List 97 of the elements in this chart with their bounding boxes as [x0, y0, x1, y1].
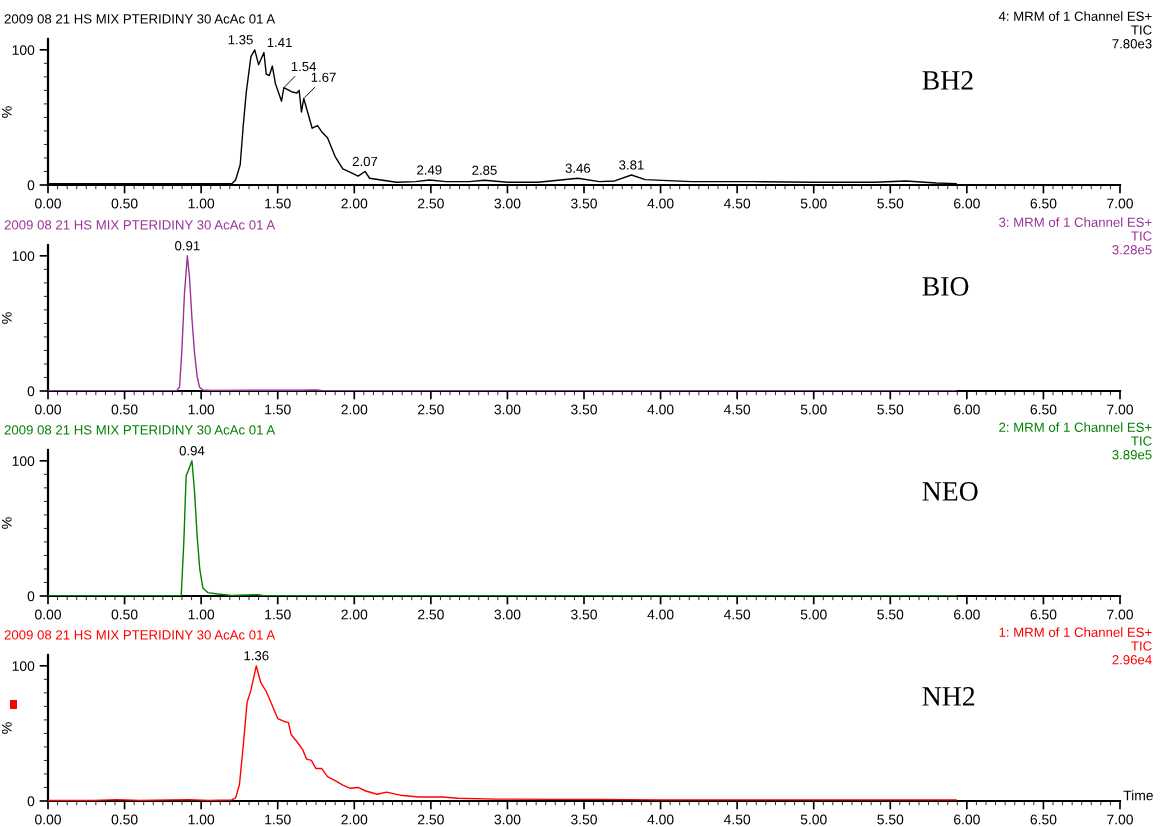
y-axis-title: % — [1, 106, 12, 118]
x-tick-label: 3.50 — [571, 404, 597, 415]
x-tick-label: 5.00 — [800, 404, 827, 415]
annotation: 1.41 — [267, 37, 292, 47]
x-tick-label: 5.50 — [877, 198, 904, 209]
x-tick-label: 6.00 — [954, 814, 980, 825]
x-tick-label: 7.00 — [1107, 404, 1133, 415]
x-tick-label: 1.50 — [265, 609, 291, 620]
y-tick-label: 0 — [27, 796, 35, 807]
x-tick-label: 1.50 — [265, 814, 291, 825]
x-tick-label: 4.50 — [723, 609, 751, 620]
x-tick-label: 0.00 — [35, 404, 61, 415]
x-tick-label: 5.50 — [877, 609, 904, 620]
y-axis-title: % — [1, 722, 12, 734]
annotation: 2.85 — [472, 165, 497, 175]
x-tick-label: 3.50 — [571, 814, 597, 825]
x-tick-label: 3.00 — [494, 198, 521, 209]
x-tick-label: 1.50 — [265, 404, 291, 415]
annotation: 3.81 — [619, 160, 644, 170]
x-tick-label: 7.00 — [1107, 198, 1133, 209]
y-axis-title: % — [1, 517, 12, 529]
y-tick-label: 100 — [12, 456, 35, 466]
x-tick-label: 3.50 — [571, 609, 597, 620]
x-tick-label: 6.00 — [954, 404, 980, 415]
annotation: 0.91 — [175, 241, 200, 251]
x-tick-label: 7.00 — [1107, 609, 1133, 620]
annotation: 3.46 — [565, 163, 591, 173]
x-tick-label: 4.00 — [647, 404, 674, 415]
annotation: NH2 — [922, 687, 975, 706]
annotation: 1.67 — [311, 72, 336, 82]
x-tick-label: 0.50 — [111, 609, 138, 620]
chart-subtitle: 1: MRM of 1 Channel ES+ TIC 2.96e4 — [999, 627, 1152, 665]
x-tick-label: 6.50 — [1030, 404, 1057, 415]
x-tick-label: 5.00 — [800, 609, 827, 620]
annotation: 2.07 — [352, 156, 378, 167]
x-tick-label: 2.50 — [418, 609, 444, 620]
chart-title: 2009 08 21 HS MIX PTERIDINY 30 AcAc 01 A — [4, 425, 276, 435]
chart-subtitle: 2: MRM of 1 Channel ES+ TIC 3.89e5 — [999, 422, 1152, 460]
x-axis-title: Time — [1123, 790, 1153, 801]
y-tick-label: 0 — [27, 180, 35, 191]
y-tick-label: 100 — [12, 251, 35, 261]
x-tick-label: 4.00 — [647, 198, 674, 209]
annotation: BH2 — [922, 71, 973, 90]
x-tick-label: 4.50 — [723, 814, 751, 825]
annotation: 0.94 — [179, 446, 205, 456]
x-tick-label: 2.50 — [418, 404, 444, 415]
x-tick-label: 4.00 — [647, 814, 674, 825]
chart-title: 2009 08 21 HS MIX PTERIDINY 30 AcAc 01 A — [4, 220, 276, 230]
x-tick-label: 5.00 — [800, 814, 827, 825]
x-tick-label: 4.50 — [723, 404, 751, 415]
x-tick-label: 0.00 — [35, 814, 61, 825]
x-tick-label: 6.00 — [954, 198, 980, 209]
x-tick-label: 2.00 — [341, 198, 368, 209]
x-tick-label: 1.00 — [188, 404, 215, 415]
x-tick-label: 5.50 — [877, 814, 904, 825]
chart-subtitle: 3: MRM of 1 Channel ES+ TIC 3.28e5 — [999, 217, 1152, 255]
x-tick-label: 7.00 — [1107, 814, 1133, 825]
y-tick-label: 0 — [27, 591, 35, 602]
x-tick-label: 1.00 — [188, 814, 215, 825]
x-tick-label: 6.50 — [1030, 814, 1057, 825]
annotation: BIO — [922, 277, 969, 296]
x-tick-label: 4.00 — [647, 609, 674, 620]
x-tick-label: 1.00 — [188, 609, 215, 620]
x-tick-label: 3.50 — [571, 198, 597, 209]
x-tick-label: 3.00 — [494, 404, 521, 415]
x-tick-label: 6.50 — [1030, 609, 1057, 620]
x-tick-label: 0.50 — [111, 198, 138, 209]
x-tick-label: 0.00 — [35, 198, 61, 209]
x-tick-label: 2.50 — [418, 814, 444, 825]
x-tick-label: 3.00 — [494, 609, 521, 620]
x-tick-label: 2.50 — [418, 198, 444, 209]
annotation: 2.49 — [417, 165, 442, 175]
y-axis-title: % — [1, 312, 12, 324]
x-tick-label: 2.00 — [341, 609, 368, 620]
x-tick-label: 0.50 — [111, 404, 138, 415]
x-tick-label: 0.50 — [111, 814, 138, 825]
chart-title: 2009 08 21 HS MIX PTERIDINY 30 AcAc 01 A — [4, 14, 276, 24]
x-tick-label: 6.50 — [1030, 198, 1057, 209]
x-tick-label: 2.00 — [341, 814, 368, 825]
x-tick-label: 4.50 — [723, 198, 751, 209]
chart-subtitle: 4: MRM of 1 Channel ES+ TIC 7.80e3 — [998, 11, 1152, 49]
x-tick-label: 1.50 — [265, 198, 291, 209]
annotation: 1.36 — [244, 651, 269, 661]
x-tick-label: 3.00 — [494, 814, 521, 825]
x-tick-label: 1.00 — [188, 198, 215, 209]
x-tick-label: 0.00 — [35, 609, 61, 620]
annotation: NEO — [922, 482, 978, 501]
chart-title: 2009 08 21 HS MIX PTERIDINY 30 AcAc 01 A — [4, 630, 276, 640]
x-tick-label: 5.50 — [877, 404, 904, 415]
y-tick-label: 0 — [27, 386, 35, 397]
x-tick-label: 5.00 — [800, 198, 827, 209]
annotation: 1.35 — [228, 35, 253, 45]
x-tick-label: 2.00 — [341, 404, 368, 415]
x-tick-label: 6.00 — [954, 609, 980, 620]
y-tick-label: 100 — [12, 45, 35, 55]
y-tick-label: 100 — [12, 661, 35, 671]
annotation: 1.54 — [291, 61, 317, 72]
